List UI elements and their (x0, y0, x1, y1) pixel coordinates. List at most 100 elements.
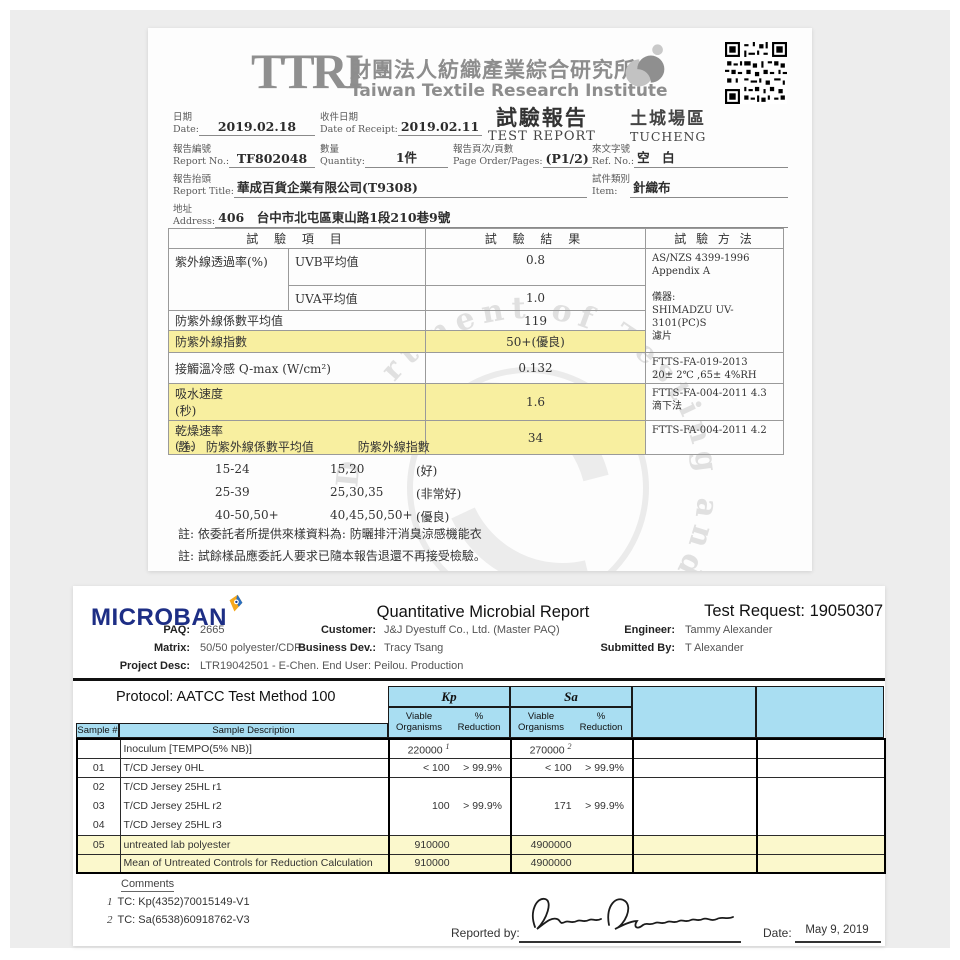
date-line (795, 941, 881, 943)
receipt-label-en: Date of Receipt: (320, 123, 398, 135)
ref-no-label-en: Ref. No.: (592, 155, 635, 167)
item-label-zh: 試件類別 (592, 174, 631, 185)
note-return: 註: 試餘樣品應委託人要求已隨本報告退還不再接受檢驗。 (178, 549, 486, 563)
extra-column-2-header (756, 686, 884, 738)
submitted-by-value: T Alexander (685, 642, 744, 654)
receipt-value: 2019.02.11 (397, 119, 483, 136)
uva-result: 1.0 (425, 285, 647, 311)
row-sample-01: 01 T/CD Jersey 0HL < 100 > 99.9% < 100 > 9… (76, 757, 886, 778)
report-title-zh: 試驗報告 (495, 105, 588, 130)
sa-subheader: Viable Organisms % Reduction (510, 707, 632, 738)
matrix-label: Matrix: (153, 642, 190, 654)
paq-value: 2665 (200, 624, 225, 636)
field-item: 試件類別 Item: 針織布 (592, 174, 788, 198)
report-no-label-zh: 報告編號 (173, 144, 212, 155)
field-report-no: 報告編號 Report No.: TF802048 (173, 144, 315, 168)
drying-label: 乾燥速率 (%) (167, 420, 427, 455)
col-header-result: 試 驗 結 果 (425, 228, 647, 249)
bizdev-value: Tracy Tsang (384, 642, 444, 654)
test-request: Test Request: 19050307 (704, 602, 883, 620)
col-header-method: 試 驗 方 法 (645, 228, 785, 249)
item-value: 針織布 (630, 177, 788, 198)
report-title-label-zh: 報告抬頭 (173, 174, 212, 185)
inoculum-desc: Inoculum [TEMPO(5% NB)] (119, 738, 390, 759)
drying-result: 34 (425, 420, 647, 455)
address-value: 406 台中市北屯區東山路1段210巷9號 (215, 207, 788, 228)
ref-no-value: 空 白 (634, 147, 788, 168)
report-date-value: May 9, 2019 (805, 924, 869, 936)
absorption-label: 吸水速度 (秒) (167, 383, 427, 421)
address-label-en: Address: (173, 215, 216, 227)
project-desc-value: LTR19042501 - E-Chen. End User: Peilou. … (200, 660, 464, 672)
report-title-value: 華成百貨企業有限公司(T9308) (234, 177, 587, 198)
field-address: 地址 Address: 406 台中市北屯區東山路1段210巷9號 (173, 204, 788, 228)
method-filter: 濾片 (652, 331, 673, 342)
uvb-label: UVB平均值 (287, 248, 427, 286)
drying-method: FTTS-FA-004-2011 4.2 (645, 420, 785, 455)
kp-group-header: Kp (388, 686, 510, 707)
row-sample-05: 05 untreated lab polyester 910000 490000… (76, 834, 886, 855)
quantity-label-en: Quantity: (320, 155, 365, 167)
method-standard: AS/NZS 4399-1996 (652, 253, 750, 264)
note-sample-info: 註: 依委託者所提供來樣資料為: 防曬排汗消臭涼感機能衣 (178, 527, 482, 541)
pages-value: (P1/2) (542, 151, 592, 168)
field-date: 日期 Date: 2019.02.18 (173, 112, 315, 136)
ref-no-label-zh: 來文字號 (592, 144, 631, 155)
quantity-label-zh: 數量 (320, 144, 340, 155)
microbial-results-body: Inoculum [TEMPO(5% NB)] 220000 1 270000 … (76, 738, 886, 874)
site-zh: 土城場區 (630, 109, 706, 129)
address-label-zh: 地址 (173, 204, 193, 215)
qr-code (725, 42, 787, 104)
item-label-en: Item: (592, 185, 618, 197)
sa-group-header: Sa (510, 686, 632, 707)
sample-desc-header: Sample Description (119, 723, 388, 738)
qmax-label: 接觸溫冷感 Q-max (W/cm²) (167, 352, 427, 384)
uv-method-cell: AS/NZS 4399-1996 Appendix A 儀器: SHIMADZU… (645, 248, 785, 353)
microban-report-sheet: MICROBAN Quantitative Microbial Report T… (73, 586, 886, 946)
uva-label: UVA平均值 (287, 285, 427, 311)
customer-value: J&J Dyestuff Co., Ltd. (Master PAQ) (384, 624, 560, 636)
date-label: Date: (763, 926, 792, 940)
protocol-label: Protocol: AATCC Test Method 100 (116, 689, 336, 705)
site-en: TUCHENG (630, 129, 707, 145)
submitted-by-label: Submitted By: (600, 642, 675, 654)
comment-1: 1 TC: Kp(4352)70015149-V1 (107, 896, 250, 908)
ttri-report-sheet: Department of Testing and Certification … (148, 28, 812, 571)
ttri-swirl-icon (625, 44, 665, 87)
absorption-result: 1.6 (425, 383, 647, 421)
upf-index-label: 防紫外線指數 (167, 330, 427, 353)
method-instrument: SHIMADZU UV-3101(PC)S (652, 305, 734, 329)
qmax-method: FTTS-FA-019-2013 20± 2℃ ,65± 4%RH (645, 352, 785, 384)
date-label-zh: 日期 (173, 112, 193, 123)
row-samples-02-04: 02 03 04 T/CD Jersey 25HL r1 T/CD Jersey 25… (76, 776, 886, 836)
microbial-table: Protocol: AATCC Test Method 100 Kp Sa Vi… (76, 686, 886, 874)
ttri-org-name-en: Taiwan Textile Research Institute (350, 81, 668, 101)
ttri-logo: TTRI (251, 43, 364, 99)
microban-report-title: Quantitative Microbial Report (376, 603, 590, 621)
date-value: 2019.02.18 (198, 119, 315, 136)
field-ref-no: 來文字號 Ref. No.: 空 白 (592, 144, 788, 168)
site-block: 土城場區 TUCHENG (630, 109, 706, 144)
col-header-item: 試 驗 項 目 (167, 228, 427, 249)
reported-by-label: Reported by: (451, 926, 520, 940)
kp-subheader: Viable Organisms % Reduction (388, 707, 510, 738)
pages-label-zh: 報告頁次/頁數 (453, 144, 514, 155)
report-no-value: TF802048 (229, 151, 315, 168)
engineer-value: Tammy Alexander (685, 624, 773, 636)
quantity-value: 1件 (364, 147, 448, 168)
row-inoculum: Inoculum [TEMPO(5% NB)] 220000 1 270000 … (76, 738, 886, 759)
header-divider (73, 678, 885, 681)
engineer-label: Engineer: (624, 624, 675, 636)
report-title-en: TEST REPORT (488, 129, 596, 145)
paq-label: PAQ: (163, 624, 190, 636)
field-receipt-date: 收件日期 Date of Receipt: 2019.02.11 (320, 112, 483, 136)
field-quantity: 數量 Quantity: 1件 (320, 144, 448, 168)
comment-2: 2 TC: Sa(6538)60918762-V3 (107, 914, 250, 926)
note-upf-scale-header: 註: 防紫外線係數平均值 防紫外線指數 (178, 440, 430, 454)
method-appendix: Appendix A (652, 266, 711, 277)
receipt-label-zh: 收件日期 (320, 112, 359, 123)
ttri-org-name-zh: 財團法人紡織產業綜合研究所 (350, 58, 636, 82)
upf-mean-label: 防紫外線係數平均值 (167, 310, 427, 331)
microban-logo: MICROBAN (91, 594, 244, 630)
row-untreated-mean: Mean of Untreated Controls for Reduction… (76, 853, 886, 874)
